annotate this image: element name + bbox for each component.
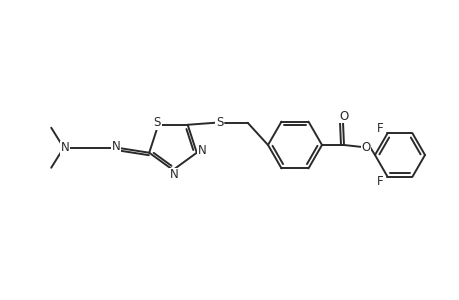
Text: O: O xyxy=(361,140,370,154)
Text: F: F xyxy=(376,122,383,135)
Text: N: N xyxy=(197,144,206,157)
Text: N: N xyxy=(112,140,120,153)
Text: O: O xyxy=(339,110,348,122)
Text: S: S xyxy=(216,116,223,129)
Text: N: N xyxy=(169,169,178,182)
Text: F: F xyxy=(376,175,383,188)
Text: S: S xyxy=(153,116,161,129)
Text: N: N xyxy=(61,141,69,154)
